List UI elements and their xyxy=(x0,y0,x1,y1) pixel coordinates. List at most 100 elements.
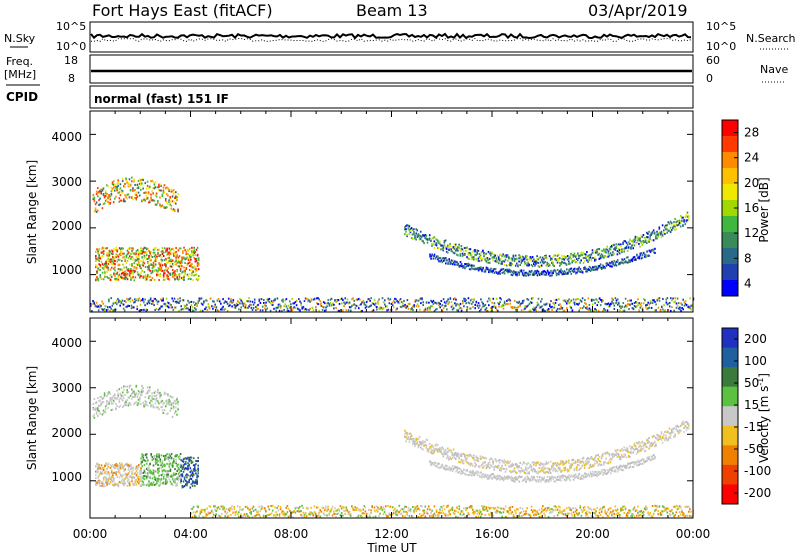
echo-cell xyxy=(452,307,455,310)
echo-cell xyxy=(171,272,174,275)
echo-cell xyxy=(152,261,155,264)
echo-cell xyxy=(136,476,139,478)
echo-cell xyxy=(679,214,682,217)
echo-cell xyxy=(500,305,502,308)
echo-cell xyxy=(670,223,673,226)
echo-cell xyxy=(166,247,168,250)
echo-cell xyxy=(360,514,362,517)
echo-cell xyxy=(656,299,658,302)
echo-cell xyxy=(110,397,113,400)
echo-cell xyxy=(122,263,124,266)
echo-cell xyxy=(607,263,610,266)
echo-cell xyxy=(591,256,594,259)
echo-cell xyxy=(475,509,477,512)
echo-cell xyxy=(200,508,203,511)
echo-cell xyxy=(171,200,174,203)
echo-cell xyxy=(156,300,159,303)
echo-cell xyxy=(687,218,690,221)
echo-cell xyxy=(160,256,163,259)
echo-cell xyxy=(149,259,151,262)
echo-cell xyxy=(160,305,162,308)
echo-cell xyxy=(153,394,156,397)
echo-cell xyxy=(128,470,131,473)
echo-cell xyxy=(124,200,126,203)
echo-cell xyxy=(169,480,172,483)
echo-cell xyxy=(133,252,136,255)
echo-cell xyxy=(586,306,588,308)
echo-cell xyxy=(479,254,482,257)
echo-cell xyxy=(129,300,132,303)
echo-cell xyxy=(126,391,128,394)
echo-cell xyxy=(426,238,429,241)
echo-cell xyxy=(415,232,417,235)
echo-cell xyxy=(158,474,160,477)
echo-cell xyxy=(189,456,192,459)
echo-cell xyxy=(460,247,463,250)
echo-cell xyxy=(107,479,110,482)
echo-cell xyxy=(404,233,406,236)
echo-cell xyxy=(575,298,577,301)
echo-cell xyxy=(463,265,465,267)
echo-cell xyxy=(516,306,518,309)
echo-cell xyxy=(587,261,589,263)
echo-cell xyxy=(484,269,487,272)
echo-cell xyxy=(161,250,164,253)
echo-cell xyxy=(473,510,475,513)
echo-cell xyxy=(415,238,417,241)
echo-cell xyxy=(326,514,328,517)
echo-cell xyxy=(208,512,211,515)
echo-cell xyxy=(473,256,475,259)
echo-cell xyxy=(458,245,460,248)
echo-cell xyxy=(506,255,509,258)
echo-cell xyxy=(590,298,593,301)
echo-cell xyxy=(164,278,166,281)
echo-cell xyxy=(124,194,126,197)
echo-cell xyxy=(161,264,164,267)
echo-cell xyxy=(480,259,483,262)
echo-cell xyxy=(188,269,191,271)
echo-cell xyxy=(573,267,576,270)
echo-cell xyxy=(102,412,105,415)
echo-cell xyxy=(558,304,560,306)
echo-cell xyxy=(313,511,316,514)
echo-cell xyxy=(144,400,147,403)
echo-cell xyxy=(412,233,414,236)
echo-cell xyxy=(258,298,261,301)
echo-cell xyxy=(279,305,282,308)
echo-cell xyxy=(552,306,554,309)
echo-cell xyxy=(188,308,190,311)
echo-cell xyxy=(553,265,555,268)
echo-cell xyxy=(117,268,120,271)
echo-cell xyxy=(493,253,495,256)
echo-cell xyxy=(589,309,592,312)
echo-cell xyxy=(109,399,112,402)
echo-cell xyxy=(158,255,160,258)
echo-cell xyxy=(137,402,140,405)
echo-cell xyxy=(135,252,138,255)
echo-cell xyxy=(152,406,154,409)
echo-cell xyxy=(470,506,473,509)
echo-cell xyxy=(327,505,329,508)
echo-cell xyxy=(298,298,300,300)
echo-cell xyxy=(184,269,186,272)
echo-cell xyxy=(143,246,146,249)
echo-cell xyxy=(179,247,182,250)
echo-cell xyxy=(638,302,640,305)
echo-cell xyxy=(520,269,523,272)
echo-cell xyxy=(430,512,432,514)
echo-cell xyxy=(373,303,376,306)
echo-cell xyxy=(300,510,302,513)
echo-cell xyxy=(177,193,179,195)
echo-cell xyxy=(102,250,105,253)
echo-cell xyxy=(500,253,502,256)
echo-cell xyxy=(675,302,678,305)
echo-cell xyxy=(152,300,154,303)
echo-cell xyxy=(429,253,431,256)
echo-cell xyxy=(187,468,189,471)
echo-cell xyxy=(633,256,636,259)
echo-cell xyxy=(174,272,176,275)
echo-cell xyxy=(382,506,385,509)
echo-cell xyxy=(117,395,119,398)
echo-cell xyxy=(113,484,115,486)
echo-cell xyxy=(116,186,118,188)
